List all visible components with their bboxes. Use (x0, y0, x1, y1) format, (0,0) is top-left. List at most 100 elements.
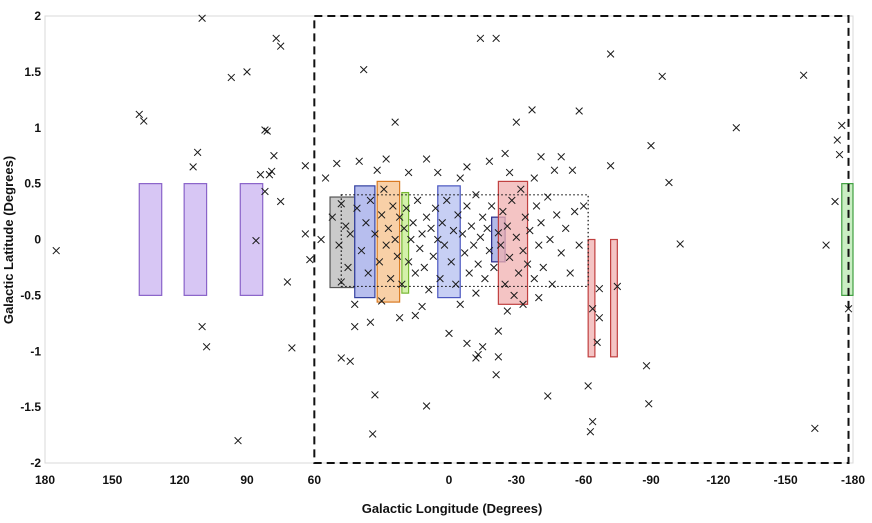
data-point-151 (510, 291, 518, 300)
y-tick-label: -0.5 (20, 288, 41, 302)
data-point-182 (382, 155, 390, 163)
data-point-70 (595, 284, 604, 293)
data-point-56 (831, 197, 839, 206)
data-point-175 (530, 174, 539, 182)
y-tick-labels: 2 1.5 1 0.5 0 -0.5 -1 -1.5 -2 (20, 9, 41, 470)
data-point-24 (288, 344, 296, 352)
data-point-196 (350, 300, 359, 309)
data-point-43 (528, 106, 536, 114)
data-point-72 (494, 353, 503, 361)
data-point-67 (593, 338, 601, 347)
data-point-161 (535, 241, 543, 249)
data-point-52 (732, 123, 741, 132)
data-point-149 (505, 253, 514, 262)
data-point-49 (658, 72, 666, 81)
data-point-184 (537, 153, 545, 161)
data-point-172 (575, 241, 583, 249)
data-point-181 (373, 166, 381, 174)
data-point-101 (391, 235, 399, 244)
y-tick-label: -1.5 (20, 400, 41, 414)
x-tick-label: 90 (240, 473, 254, 487)
data-point-142 (487, 202, 496, 210)
data-point-7 (202, 343, 211, 351)
survey-region-8 (437, 185, 461, 299)
data-point-158 (526, 226, 534, 235)
data-point-16 (270, 151, 278, 160)
data-point-87 (346, 230, 354, 238)
data-point-170 (566, 269, 574, 277)
data-point-77 (472, 354, 480, 362)
data-point-144 (494, 229, 503, 237)
data-point-19 (256, 170, 265, 179)
data-point-51 (676, 240, 684, 248)
data-point-173 (579, 202, 588, 210)
data-point-176 (505, 168, 514, 177)
survey-region-1 (138, 183, 163, 296)
data-point-55 (822, 241, 830, 249)
data-point-110 (411, 269, 420, 277)
data-point-17 (267, 167, 276, 176)
x-tick-label: 0 (446, 473, 453, 487)
data-point-36 (350, 322, 359, 331)
data-point-86 (337, 278, 346, 286)
data-point-85 (344, 263, 352, 272)
data-point-4 (198, 14, 206, 22)
data-point-171 (570, 207, 579, 216)
data-point-137 (476, 233, 485, 242)
y-axis-title: Galactic Latitude (Degrees) (1, 156, 16, 324)
data-point-18 (265, 170, 274, 179)
data-point-68 (595, 313, 604, 322)
data-point-105 (400, 224, 408, 233)
data-point-38 (422, 155, 431, 163)
data-point-140 (483, 224, 491, 233)
data-point-27 (301, 230, 310, 238)
data-point-42 (512, 118, 521, 126)
data-point-192 (519, 300, 527, 309)
data-point-8 (189, 163, 197, 171)
data-point-93 (371, 230, 379, 238)
data-point-58 (833, 136, 842, 144)
data-point-21 (276, 197, 285, 206)
data-point-78 (445, 329, 453, 338)
y-tick-label: 2 (34, 9, 41, 23)
data-point-89 (357, 246, 366, 255)
data-point-146 (499, 207, 507, 216)
data-point-155 (519, 246, 527, 255)
data-point-90 (362, 218, 370, 227)
survey-region-12 (609, 238, 618, 358)
data-point-124 (443, 196, 451, 205)
survey-region-6 (401, 191, 410, 294)
data-point-125 (447, 258, 455, 266)
data-point-178 (463, 163, 471, 171)
survey-region-5 (354, 185, 376, 299)
data-point-6 (198, 322, 206, 331)
data-point-180 (404, 168, 413, 177)
data-point-179 (434, 168, 442, 177)
data-point-69 (613, 282, 622, 291)
data-point-54 (811, 424, 819, 433)
data-point-5 (193, 148, 202, 157)
data-point-115 (422, 213, 431, 221)
data-point-80 (494, 327, 503, 335)
data-point-163 (539, 263, 548, 272)
data-point-147 (501, 280, 509, 288)
data-point-53 (799, 71, 808, 79)
data-point-169 (561, 224, 570, 233)
data-point-65 (586, 427, 595, 436)
data-point-50 (665, 178, 673, 187)
data-point-106 (402, 204, 411, 212)
data-point-145 (496, 241, 505, 249)
data-point-66 (588, 305, 597, 313)
data-point-195 (411, 311, 420, 320)
data-point-100 (389, 202, 397, 210)
data-point-64 (588, 417, 597, 426)
survey-region-13 (841, 183, 854, 296)
data-point-187 (317, 235, 325, 244)
data-point-22 (252, 236, 260, 245)
data-point-108 (407, 235, 415, 244)
x-axis-title: Galactic Longitude (Degrees) (362, 501, 543, 516)
data-point-119 (431, 204, 440, 212)
data-point-109 (409, 218, 417, 227)
data-point-96 (380, 185, 388, 193)
